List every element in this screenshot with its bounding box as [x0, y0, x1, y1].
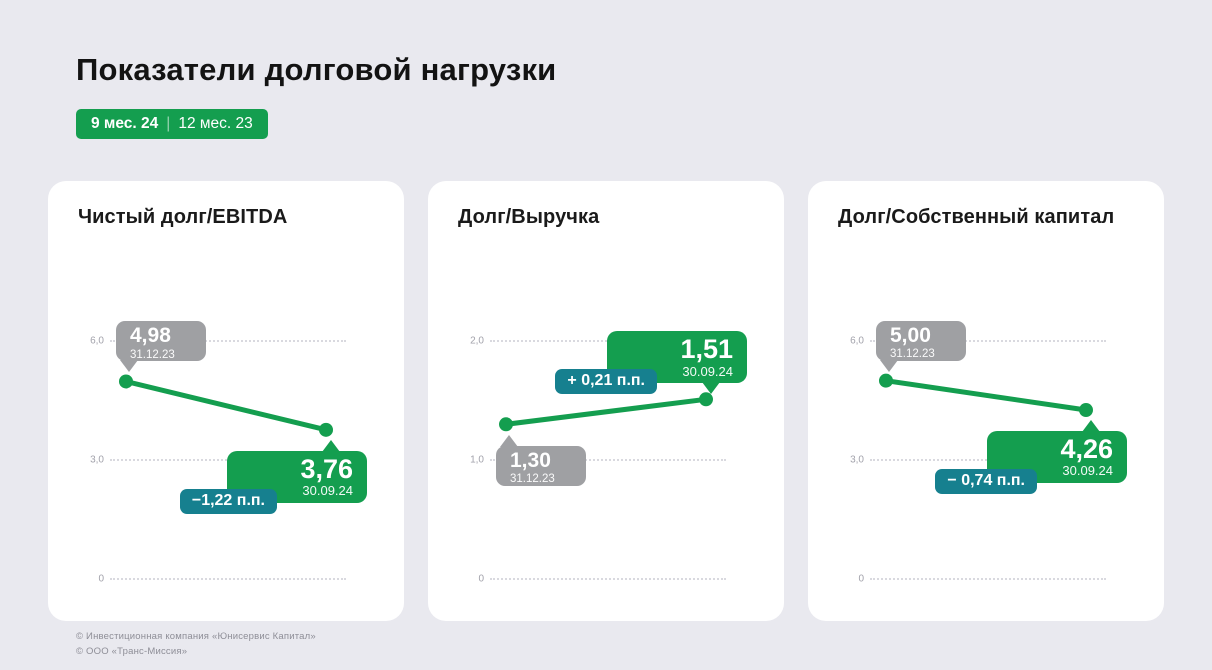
copyright-footer: © Инвестиционная компания «Юнисервис Кап… — [76, 629, 316, 659]
bubble-date: 30.09.24 — [1062, 463, 1113, 479]
data-point-end — [699, 392, 713, 407]
gridline — [870, 578, 1106, 580]
bubble-date: 30.09.24 — [682, 363, 733, 379]
trend-svg — [499, 392, 713, 432]
trend-line — [503, 396, 709, 427]
delta-badge: + 0,21 п.п. — [555, 369, 657, 395]
gridline — [490, 578, 726, 580]
bubble-value: 1,51 — [680, 334, 733, 365]
trend-line — [123, 378, 329, 433]
gridline — [110, 578, 346, 580]
period-previous-label: 12 мес. 23 — [178, 115, 253, 132]
start-value-bubble: 4,98 31.12.23 — [116, 321, 206, 373]
period-toggle[interactable]: 9 мес. 24 | 12 мес. 23 — [76, 109, 268, 139]
trend-svg — [879, 373, 1093, 418]
y-tick-label: 0 — [858, 573, 864, 585]
data-point-end — [319, 422, 333, 437]
y-tick-label: 0 — [478, 573, 484, 585]
end-value-bubble: 4,26 30.09.24 — [987, 420, 1127, 484]
start-value-bubble: 5,00 31.12.23 — [876, 320, 966, 372]
data-point-start — [879, 373, 893, 388]
copyright-line-1: © Инвестиционная компания «Юнисервис Кап… — [76, 631, 316, 642]
bubble-tail — [322, 439, 340, 452]
y-tick-label: 6,0 — [850, 335, 864, 347]
y-tick-label: 3,0 — [90, 454, 104, 466]
gridline — [870, 340, 1106, 342]
bubble-date: 31.12.23 — [130, 348, 175, 361]
y-tick-label: 1,0 — [470, 454, 484, 466]
bubble-date: 31.12.23 — [890, 347, 935, 360]
delta-badge: −1,22 п.п. — [179, 488, 277, 514]
chart-card-net-debt-ebitda: Чистый долг/EBITDA 6,0 3,0 0 4,98 31.12.23 3,… — [48, 181, 404, 621]
bubble-date: 31.12.23 — [510, 473, 555, 486]
copyright-line-2: © ООО «Транс-Миссия» — [76, 646, 188, 657]
bubble-value: 5,00 — [890, 323, 931, 347]
trend-line — [883, 378, 1089, 413]
y-tick-label: 6,0 — [90, 335, 104, 347]
page-title: Показатели долговой нагрузки — [76, 52, 557, 87]
bubble-tail — [880, 359, 898, 372]
chart-area: 6,0 3,0 0 5,00 31.12.23 4,26 30.09.24− 0,74 п.… — [808, 311, 1164, 611]
chart-card-debt-revenue: Долг/Выручка 2,0 1,0 0 1,30 31.12.23 1,51 30.0… — [428, 181, 784, 621]
gridline — [110, 340, 346, 342]
chart-title: Чистый долг/EBITDA — [78, 206, 288, 228]
data-point-start — [119, 374, 133, 389]
bubble-value: 1,30 — [510, 449, 551, 473]
charts-row: Чистый долг/EBITDA 6,0 3,0 0 4,98 31.12.23 3,… — [48, 181, 1164, 621]
delta-badge: − 0,74 п.п. — [935, 469, 1037, 495]
bubble-tail — [500, 435, 518, 448]
trend-svg — [119, 374, 333, 437]
bubble-value: 4,26 — [1060, 434, 1113, 465]
bubble-date: 30.09.24 — [302, 483, 353, 499]
period-separator: | — [166, 115, 171, 132]
y-tick-label: 2,0 — [470, 335, 484, 347]
chart-area: 2,0 1,0 0 1,30 31.12.23 1,51 30.09.24 + 0,21 п.… — [428, 311, 784, 611]
chart-area: 6,0 3,0 0 4,98 31.12.23 3,76 30.09.24 −1,22 п.п… — [48, 311, 404, 611]
bubble-tail — [120, 360, 138, 373]
data-point-end — [1079, 403, 1093, 418]
gridline — [490, 459, 726, 461]
y-tick-label: 3,0 — [850, 454, 864, 466]
chart-title: Долг/Выручка — [458, 206, 600, 228]
bubble-value: 3,76 — [300, 453, 353, 484]
bubble-tail — [702, 382, 720, 395]
start-value-bubble: 1,30 31.12.23 — [496, 435, 586, 487]
chart-title: Долг/Собственный капитал — [838, 206, 1115, 228]
data-point-start — [499, 417, 513, 432]
end-value-bubble: 3,76 30.09.24 — [227, 439, 367, 503]
y-tick-label: 0 — [98, 573, 104, 585]
bubble-tail — [1082, 420, 1100, 433]
chart-card-debt-equity: Долг/Собственный капитал 6,0 3,0 0 5,00 31.1… — [808, 181, 1164, 621]
period-current-label: 9 мес. 24 — [91, 115, 159, 132]
bubble-value: 4,98 — [130, 324, 171, 348]
